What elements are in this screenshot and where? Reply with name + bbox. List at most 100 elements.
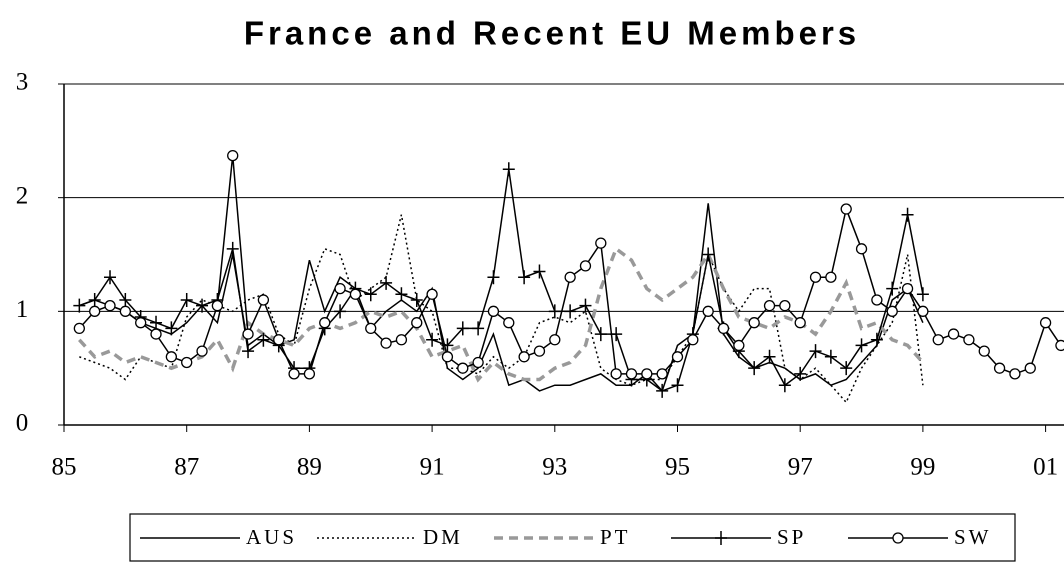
plus-marker — [334, 304, 347, 319]
plus-marker — [916, 287, 929, 302]
circle-marker — [947, 328, 960, 340]
plus-marker — [150, 315, 163, 330]
circle-marker — [748, 317, 760, 329]
circle-marker — [242, 328, 254, 340]
circle-marker — [702, 305, 714, 317]
series-line — [78, 246, 925, 383]
circle-marker — [855, 243, 868, 255]
x-tick-label: 89 — [297, 454, 322, 481]
x-tick-label: 01 — [1033, 454, 1058, 481]
plus-marker — [594, 327, 607, 342]
circle-marker — [89, 305, 101, 317]
x-tick-label: 87 — [174, 454, 199, 481]
circle-marker — [457, 362, 469, 374]
y-tick-label: 2 — [16, 182, 29, 209]
series-line — [79, 169, 924, 392]
y-tick-label: 3 — [16, 69, 29, 96]
plus-marker — [886, 281, 899, 296]
plus-marker — [104, 270, 117, 285]
x-tick-label: 97 — [788, 454, 813, 481]
circle-marker — [978, 345, 990, 357]
circle-marker — [487, 305, 500, 317]
circle-marker — [779, 299, 791, 312]
circle-marker — [763, 299, 776, 312]
plus-marker — [809, 344, 822, 359]
x-tick-label: 99 — [910, 454, 935, 481]
legend-label: DM — [423, 525, 463, 549]
plus-marker — [456, 321, 469, 336]
circle-marker — [932, 334, 944, 346]
plus-marker — [380, 275, 393, 290]
plus-marker — [671, 378, 684, 393]
circle-marker — [104, 299, 116, 312]
x-tick-label: 91 — [420, 454, 445, 481]
circle-marker — [181, 356, 193, 369]
circle-marker — [825, 271, 837, 283]
plus-marker — [855, 338, 868, 353]
plus-marker — [426, 332, 439, 347]
plus-marker — [824, 349, 837, 364]
circle-marker — [119, 305, 131, 317]
series-line — [79, 203, 924, 393]
plus-marker — [196, 298, 209, 313]
plus-marker — [88, 292, 101, 307]
circle-marker — [380, 337, 392, 349]
circle-marker — [211, 299, 224, 312]
circle-marker — [901, 282, 914, 295]
circle-marker — [809, 271, 822, 283]
plus-marker — [656, 383, 669, 398]
plus-marker — [518, 270, 531, 285]
plus-marker — [502, 162, 515, 177]
circle-marker — [871, 294, 883, 306]
circle-marker — [595, 237, 607, 249]
circle-marker — [257, 294, 270, 306]
plus-marker — [794, 366, 807, 381]
circle-marker — [1009, 368, 1021, 380]
circle-marker — [165, 351, 178, 363]
circle-marker — [334, 282, 346, 295]
plus-marker — [870, 332, 883, 347]
plus-marker — [564, 304, 577, 319]
circle-marker — [963, 334, 975, 346]
plus-marker — [441, 338, 454, 353]
plus-marker — [242, 344, 255, 359]
plus-marker — [364, 287, 377, 302]
plus-marker — [73, 298, 86, 313]
circle-marker — [518, 351, 530, 363]
circle-marker — [610, 368, 622, 380]
legend-label: SP — [777, 525, 806, 549]
plus-marker — [472, 321, 485, 336]
plus-marker — [763, 349, 776, 364]
circle-marker — [917, 305, 929, 317]
plus-marker — [548, 304, 561, 319]
circle-marker — [319, 317, 331, 329]
series-line — [79, 214, 924, 404]
circle-marker — [411, 317, 423, 329]
circle-marker — [196, 345, 208, 357]
plus-marker — [748, 361, 761, 376]
circle-marker — [150, 328, 162, 340]
circle-marker — [886, 305, 898, 317]
circle-marker — [993, 362, 1006, 374]
circle-marker — [549, 334, 561, 346]
plus-marker — [180, 292, 193, 307]
circle-marker — [503, 317, 515, 329]
plus-marker — [533, 264, 546, 279]
circle-marker — [892, 532, 904, 544]
circle-marker — [533, 345, 546, 357]
circle-marker — [625, 368, 638, 380]
plus-marker — [702, 247, 715, 262]
circle-marker — [73, 322, 85, 335]
circle-marker — [472, 356, 484, 369]
plus-marker — [226, 241, 239, 256]
circle-marker — [288, 368, 300, 380]
plus-marker — [579, 298, 592, 313]
circle-marker — [441, 351, 454, 363]
circle-marker — [717, 322, 730, 335]
circle-marker — [1024, 362, 1036, 374]
circle-marker — [840, 203, 852, 215]
circle-marker — [426, 288, 438, 300]
plus-marker — [410, 292, 423, 307]
plus-marker — [487, 270, 500, 285]
